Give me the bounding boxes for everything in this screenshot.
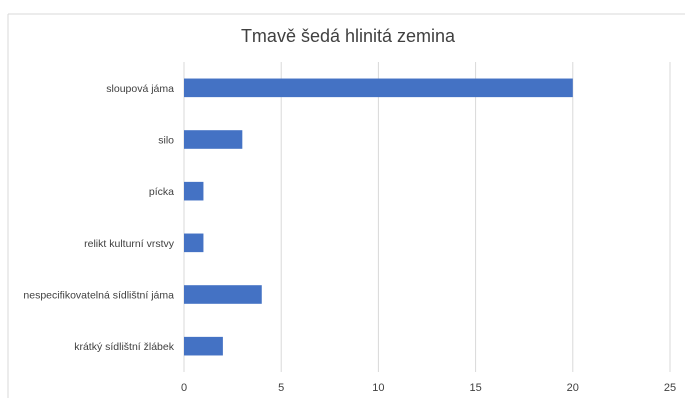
bar <box>184 181 204 201</box>
bars <box>184 78 573 356</box>
category-label: relikt kulturní vrstvy <box>84 238 175 250</box>
gridlines <box>183 62 671 372</box>
bar <box>184 130 243 149</box>
chart-title: Tmavě šedá hlinitá zemina <box>241 26 456 46</box>
x-tick-label: 20 <box>567 382 579 394</box>
category-label: sloupová jáma <box>106 83 174 95</box>
category-label: pícka <box>149 186 174 198</box>
category-label: nespecifikovatelná sídlištní jáma <box>23 290 174 302</box>
bar <box>184 78 573 98</box>
bar <box>184 336 223 356</box>
x-tick-label: 10 <box>372 382 384 394</box>
bar <box>184 233 204 253</box>
bar <box>184 285 262 304</box>
category-labels: sloupová jáma silo pícka relikt kulturní vr… <box>23 83 174 353</box>
category-label: silo <box>158 135 174 147</box>
x-tick-label: 0 <box>181 382 187 394</box>
category-label: krátký sídlištní žlábek <box>74 341 175 353</box>
x-tick-label: 5 <box>278 382 284 394</box>
x-tick-label: 25 <box>664 382 676 394</box>
x-axis-tick-labels: 0 5 10 15 20 25 <box>181 382 676 394</box>
x-tick-label: 15 <box>469 382 481 394</box>
